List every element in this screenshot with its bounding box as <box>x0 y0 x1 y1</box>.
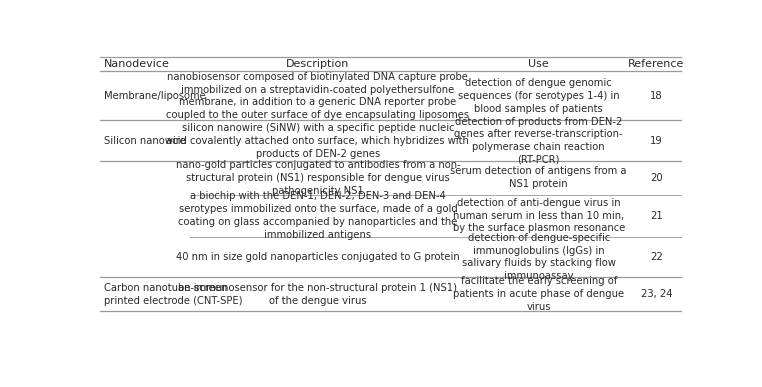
Text: Description: Description <box>287 59 350 69</box>
Text: 19: 19 <box>650 136 663 146</box>
Text: Membrane/liposome: Membrane/liposome <box>104 91 205 101</box>
Text: 21: 21 <box>650 211 663 221</box>
Text: detection of dengue genomic
sequences (for serotypes 1-4) in
blood samples of pa: detection of dengue genomic sequences (f… <box>458 78 620 114</box>
Text: detection of products from DEN-2
genes after reverse-transcription-
polymerase c: detection of products from DEN-2 genes a… <box>454 116 623 165</box>
Text: Silicon nanowire: Silicon nanowire <box>104 136 185 146</box>
Text: detection of anti-dengue virus in
human serum in less than 10 min,
by the surfac: detection of anti-dengue virus in human … <box>453 198 625 233</box>
Text: Nanodevice: Nanodevice <box>104 59 169 69</box>
Text: 20: 20 <box>650 173 663 183</box>
Text: a biochip with the DEN-1, DEN-2, DEN-3 and DEN-4
serotypes immobilized onto the : a biochip with the DEN-1, DEN-2, DEN-3 a… <box>178 192 457 240</box>
Text: nano-gold particles conjugated to antibodies from a non-
structural protein (NS1: nano-gold particles conjugated to antibo… <box>175 160 460 196</box>
Text: 23, 24: 23, 24 <box>641 289 672 299</box>
Text: an immunosensor for the non-structural protein 1 (NS1)
of the dengue virus: an immunosensor for the non-structural p… <box>178 283 457 305</box>
Text: facilitate the early screening of
patients in acute phase of dengue
virus: facilitate the early screening of patien… <box>453 276 624 312</box>
Text: detection of dengue-specific
immunoglobulins (IgGs) in
salivary fluids by stacki: detection of dengue-specific immunoglobu… <box>462 233 616 281</box>
Text: serum detection of antigens from a
NS1 protein: serum detection of antigens from a NS1 p… <box>450 166 627 189</box>
Text: silicon nanowire (SiNW) with a specific peptide nucleic
acid covalently attached: silicon nanowire (SiNW) with a specific … <box>166 123 469 159</box>
Text: Use: Use <box>528 59 549 69</box>
Text: nanobiosensor composed of biotinylated DNA capture probe
immobilized on a strept: nanobiosensor composed of biotinylated D… <box>166 72 469 120</box>
Text: 22: 22 <box>650 252 663 262</box>
Text: 40 nm in size gold nanoparticles conjugated to G protein: 40 nm in size gold nanoparticles conjuga… <box>176 252 459 262</box>
Text: 18: 18 <box>650 91 663 101</box>
Text: Carbon nanotube-screen
printed electrode (CNT-SPE): Carbon nanotube-screen printed electrode… <box>104 283 242 305</box>
Text: Reference: Reference <box>628 59 684 69</box>
